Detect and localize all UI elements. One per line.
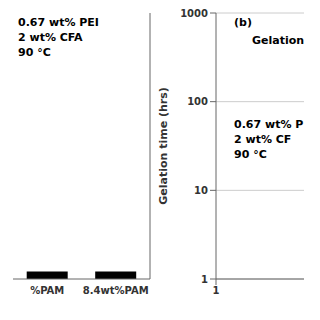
svg-text:10: 10 <box>194 185 208 196</box>
html-text:0.67 wt% P 2 wt% CF 90 °C: 0.67 wt% P 2 wt% CF 90 °C <box>234 118 304 161</box>
svg-text:%PAM: %PAM <box>30 285 64 296</box>
svg-text:1: 1 <box>201 274 208 285</box>
svg-text:8.4wt%PAM: 8.4wt%PAM <box>83 285 149 296</box>
svg-text:1000: 1000 <box>180 8 208 19</box>
html-text:0.67 wt% PEI 2 wt% CFA 90 °C: 0.67 wt% PEI 2 wt% CFA 90 °C <box>18 16 99 59</box>
html-text:Gelation: Gelation <box>252 34 305 47</box>
svg-text:1: 1 <box>213 285 220 296</box>
svg-text:100: 100 <box>187 96 208 107</box>
html-text:(b): (b) <box>234 16 252 29</box>
svg-text:Gelation time (hrs): Gelation time (hrs) <box>157 87 170 205</box>
